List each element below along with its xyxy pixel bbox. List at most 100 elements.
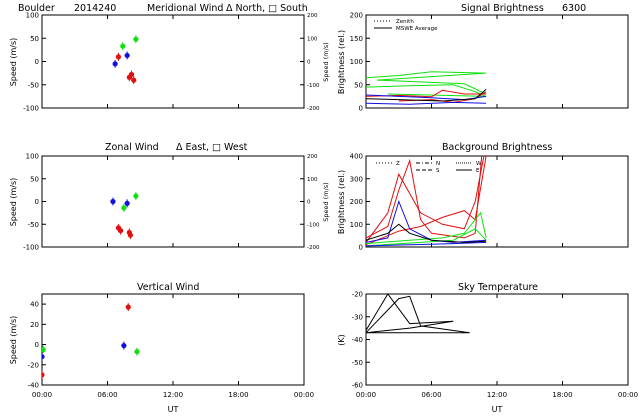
- data-point: [126, 74, 132, 80]
- series-line: [366, 71, 487, 95]
- vertical-xlabel: UT: [168, 405, 179, 414]
- signal-legend-average: MSWE Average: [396, 26, 438, 32]
- meridional-plot-area: 100 50 0 -50 -100 200 100 0 -100 -200: [23, 12, 320, 113]
- signal-legend-zenith: Zenith: [396, 19, 414, 25]
- x-tick-label: 18:00: [228, 391, 248, 399]
- y-tick-label: 20: [30, 321, 39, 329]
- y-tick-label: 50: [354, 81, 363, 89]
- signal-title: Signal Brightness: [461, 3, 544, 14]
- y-tick-label: 150: [350, 35, 363, 43]
- data-point: [42, 354, 45, 360]
- y-tick-label: 0: [35, 198, 39, 206]
- zonal-series-group: [110, 192, 139, 240]
- x-tick-label: 12:00: [163, 391, 183, 399]
- y-tick-label: -40: [28, 382, 39, 390]
- background-legend-n: N: [436, 161, 440, 167]
- data-point: [131, 77, 137, 83]
- site-label: Boulder: [18, 3, 55, 14]
- series-line: [366, 228, 487, 247]
- y-tick-label: 200: [350, 12, 363, 20]
- y-tick-label: -60: [352, 382, 363, 390]
- series-line: [366, 211, 487, 245]
- data-point: [121, 342, 127, 349]
- y-tick-label: -20: [352, 291, 363, 299]
- meridional-ylabel: Speed (m/s): [9, 38, 18, 87]
- y-tick-label: -50: [28, 81, 39, 89]
- data-point: [134, 349, 140, 355]
- y-tick-label: -50: [352, 359, 363, 367]
- y-tick-label: 400: [350, 153, 363, 161]
- background-plot-frame: [365, 155, 629, 248]
- y-tick-label: 100: [26, 12, 39, 20]
- skytemp-title: Sky Temperature: [458, 282, 538, 293]
- data-point: [120, 43, 126, 49]
- data-point: [115, 54, 122, 60]
- series-line: [366, 89, 487, 102]
- skytemp-plot-area: 00:00 06:00 12:00 18:00 00:00 -20 -30 -40 -50 -60: [352, 291, 639, 400]
- skytemp-xlabel: UT: [492, 405, 503, 414]
- y-tick-label: -100: [23, 105, 39, 113]
- data-point: [133, 36, 139, 42]
- y-tick-label: 50: [30, 175, 39, 183]
- data-point: [112, 61, 118, 67]
- vertical-series-group: [42, 303, 140, 379]
- y-right-tick-label: 0: [307, 60, 311, 66]
- y-right-tick-label: -100: [307, 83, 320, 89]
- data-point: [42, 347, 46, 353]
- y-tick-label: 0: [35, 58, 39, 66]
- x-tick-label: 00:00: [294, 391, 314, 399]
- series-line: [366, 156, 485, 243]
- background-legend: Z N S W E: [376, 161, 482, 174]
- data-point: [118, 228, 124, 234]
- background-legend-z: Z: [396, 161, 400, 167]
- background-ylabel: Brightness (rel.): [337, 170, 346, 234]
- series-line: [366, 156, 483, 239]
- background-plot-area: 400 300 200 100 0: [350, 153, 629, 252]
- x-tick-label: 12:00: [487, 391, 507, 399]
- background-legend-s: S: [436, 168, 440, 174]
- vertical-plot-frame: [41, 293, 305, 386]
- x-tick-label: 00:00: [32, 391, 52, 399]
- x-tick-label: 06:00: [421, 391, 441, 399]
- skytemp-series-group: [366, 294, 470, 334]
- meridional-ylabel-right: Speed (m/s): [322, 42, 330, 81]
- y-tick-label: 0: [359, 105, 363, 113]
- y-tick-label: -20: [28, 361, 39, 369]
- panel-background: Background Brightness Brightness (rel.) …: [337, 142, 629, 252]
- y-right-tick-label: -100: [307, 222, 320, 228]
- data-point: [125, 304, 131, 310]
- background-legend-e: E: [476, 168, 480, 174]
- meridional-title-extra: Δ North, □ South: [226, 3, 308, 14]
- y-tick-label: 100: [350, 58, 363, 66]
- zonal-plot-frame: [41, 155, 305, 248]
- y-right-tick-label: 200: [307, 13, 318, 19]
- panel-zonal: Zonal Wind Δ East, □ West Speed (m/s) Sp…: [9, 142, 330, 252]
- y-right-tick-label: 100: [307, 36, 318, 42]
- y-tick-label: 200: [350, 198, 363, 206]
- background-series-group: [366, 156, 487, 247]
- x-tick-label: 00:00: [618, 391, 638, 399]
- data-point: [110, 198, 116, 205]
- data-point: [124, 200, 130, 206]
- y-tick-label: -40: [352, 336, 363, 344]
- skytemp-ylabel: (K): [337, 334, 346, 346]
- y-right-tick-label: 0: [307, 200, 311, 206]
- x-tick-label: 00:00: [356, 391, 376, 399]
- y-tick-label: 100: [350, 221, 363, 229]
- y-tick-label: 100: [26, 153, 39, 161]
- y-tick-label: -30: [352, 313, 363, 321]
- series-line: [366, 294, 470, 334]
- data-point: [42, 372, 45, 378]
- meridional-title: Meridional Wind: [147, 3, 223, 14]
- panel-skytemp: Sky Temperature (K) UT 00:00 06:00 12:00 18…: [337, 282, 638, 414]
- zonal-plot-area: 100 50 0 -50 -100 200 100 0 -100 -200: [23, 153, 320, 252]
- y-tick-label: -100: [23, 244, 39, 252]
- data-point: [133, 193, 139, 199]
- date-label: 2014240: [74, 3, 116, 14]
- y-tick-label: 0: [35, 341, 39, 349]
- vertical-title: Vertical Wind: [137, 282, 199, 293]
- y-tick-label: 50: [30, 35, 39, 43]
- meridional-series-group: [112, 35, 139, 85]
- series-line: [366, 101, 487, 105]
- background-legend-w: W: [476, 161, 482, 167]
